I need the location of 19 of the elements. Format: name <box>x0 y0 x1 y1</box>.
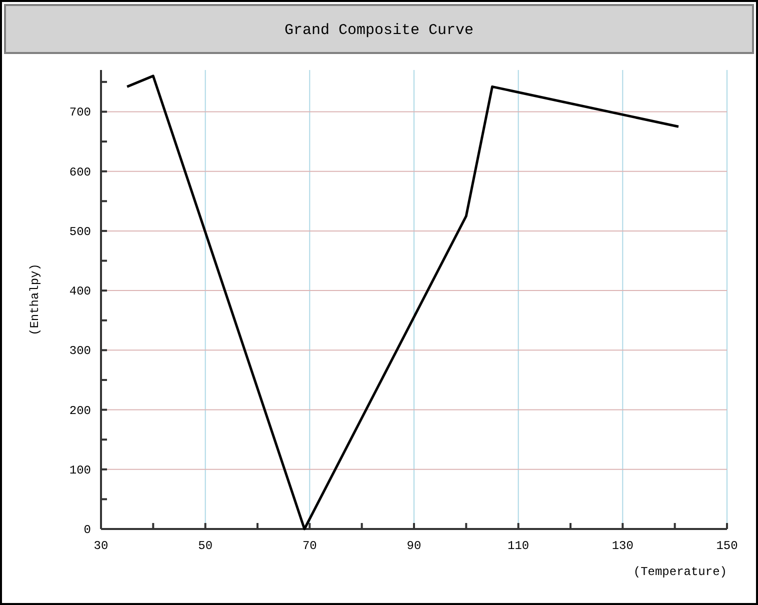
y-tick-label: 0 <box>84 523 91 537</box>
y-tick-label: 300 <box>69 344 91 358</box>
y-tick-label: 500 <box>69 224 91 239</box>
x-tick-label: 70 <box>302 539 317 553</box>
y-axis-title: (Enthalpy) <box>28 263 42 336</box>
chart-title: Grand Composite Curve <box>284 22 474 39</box>
x-tick-label: 50 <box>198 539 213 553</box>
y-tick-label: 100 <box>69 463 91 478</box>
x-tick-label: 90 <box>406 539 422 553</box>
y-tick-label: 700 <box>69 106 91 120</box>
x-tick-label: 150 <box>716 539 738 553</box>
x-tick-label: 130 <box>612 539 634 553</box>
x-axis-title: (Temperature) <box>633 565 727 579</box>
x-tick-label: 110 <box>508 539 530 553</box>
line-series <box>126 74 680 530</box>
y-tick-label: 600 <box>69 165 91 180</box>
x-tick-label: 30 <box>94 539 108 553</box>
y-tick-label: 200 <box>69 404 91 418</box>
y-tick-label: 400 <box>69 284 91 299</box>
